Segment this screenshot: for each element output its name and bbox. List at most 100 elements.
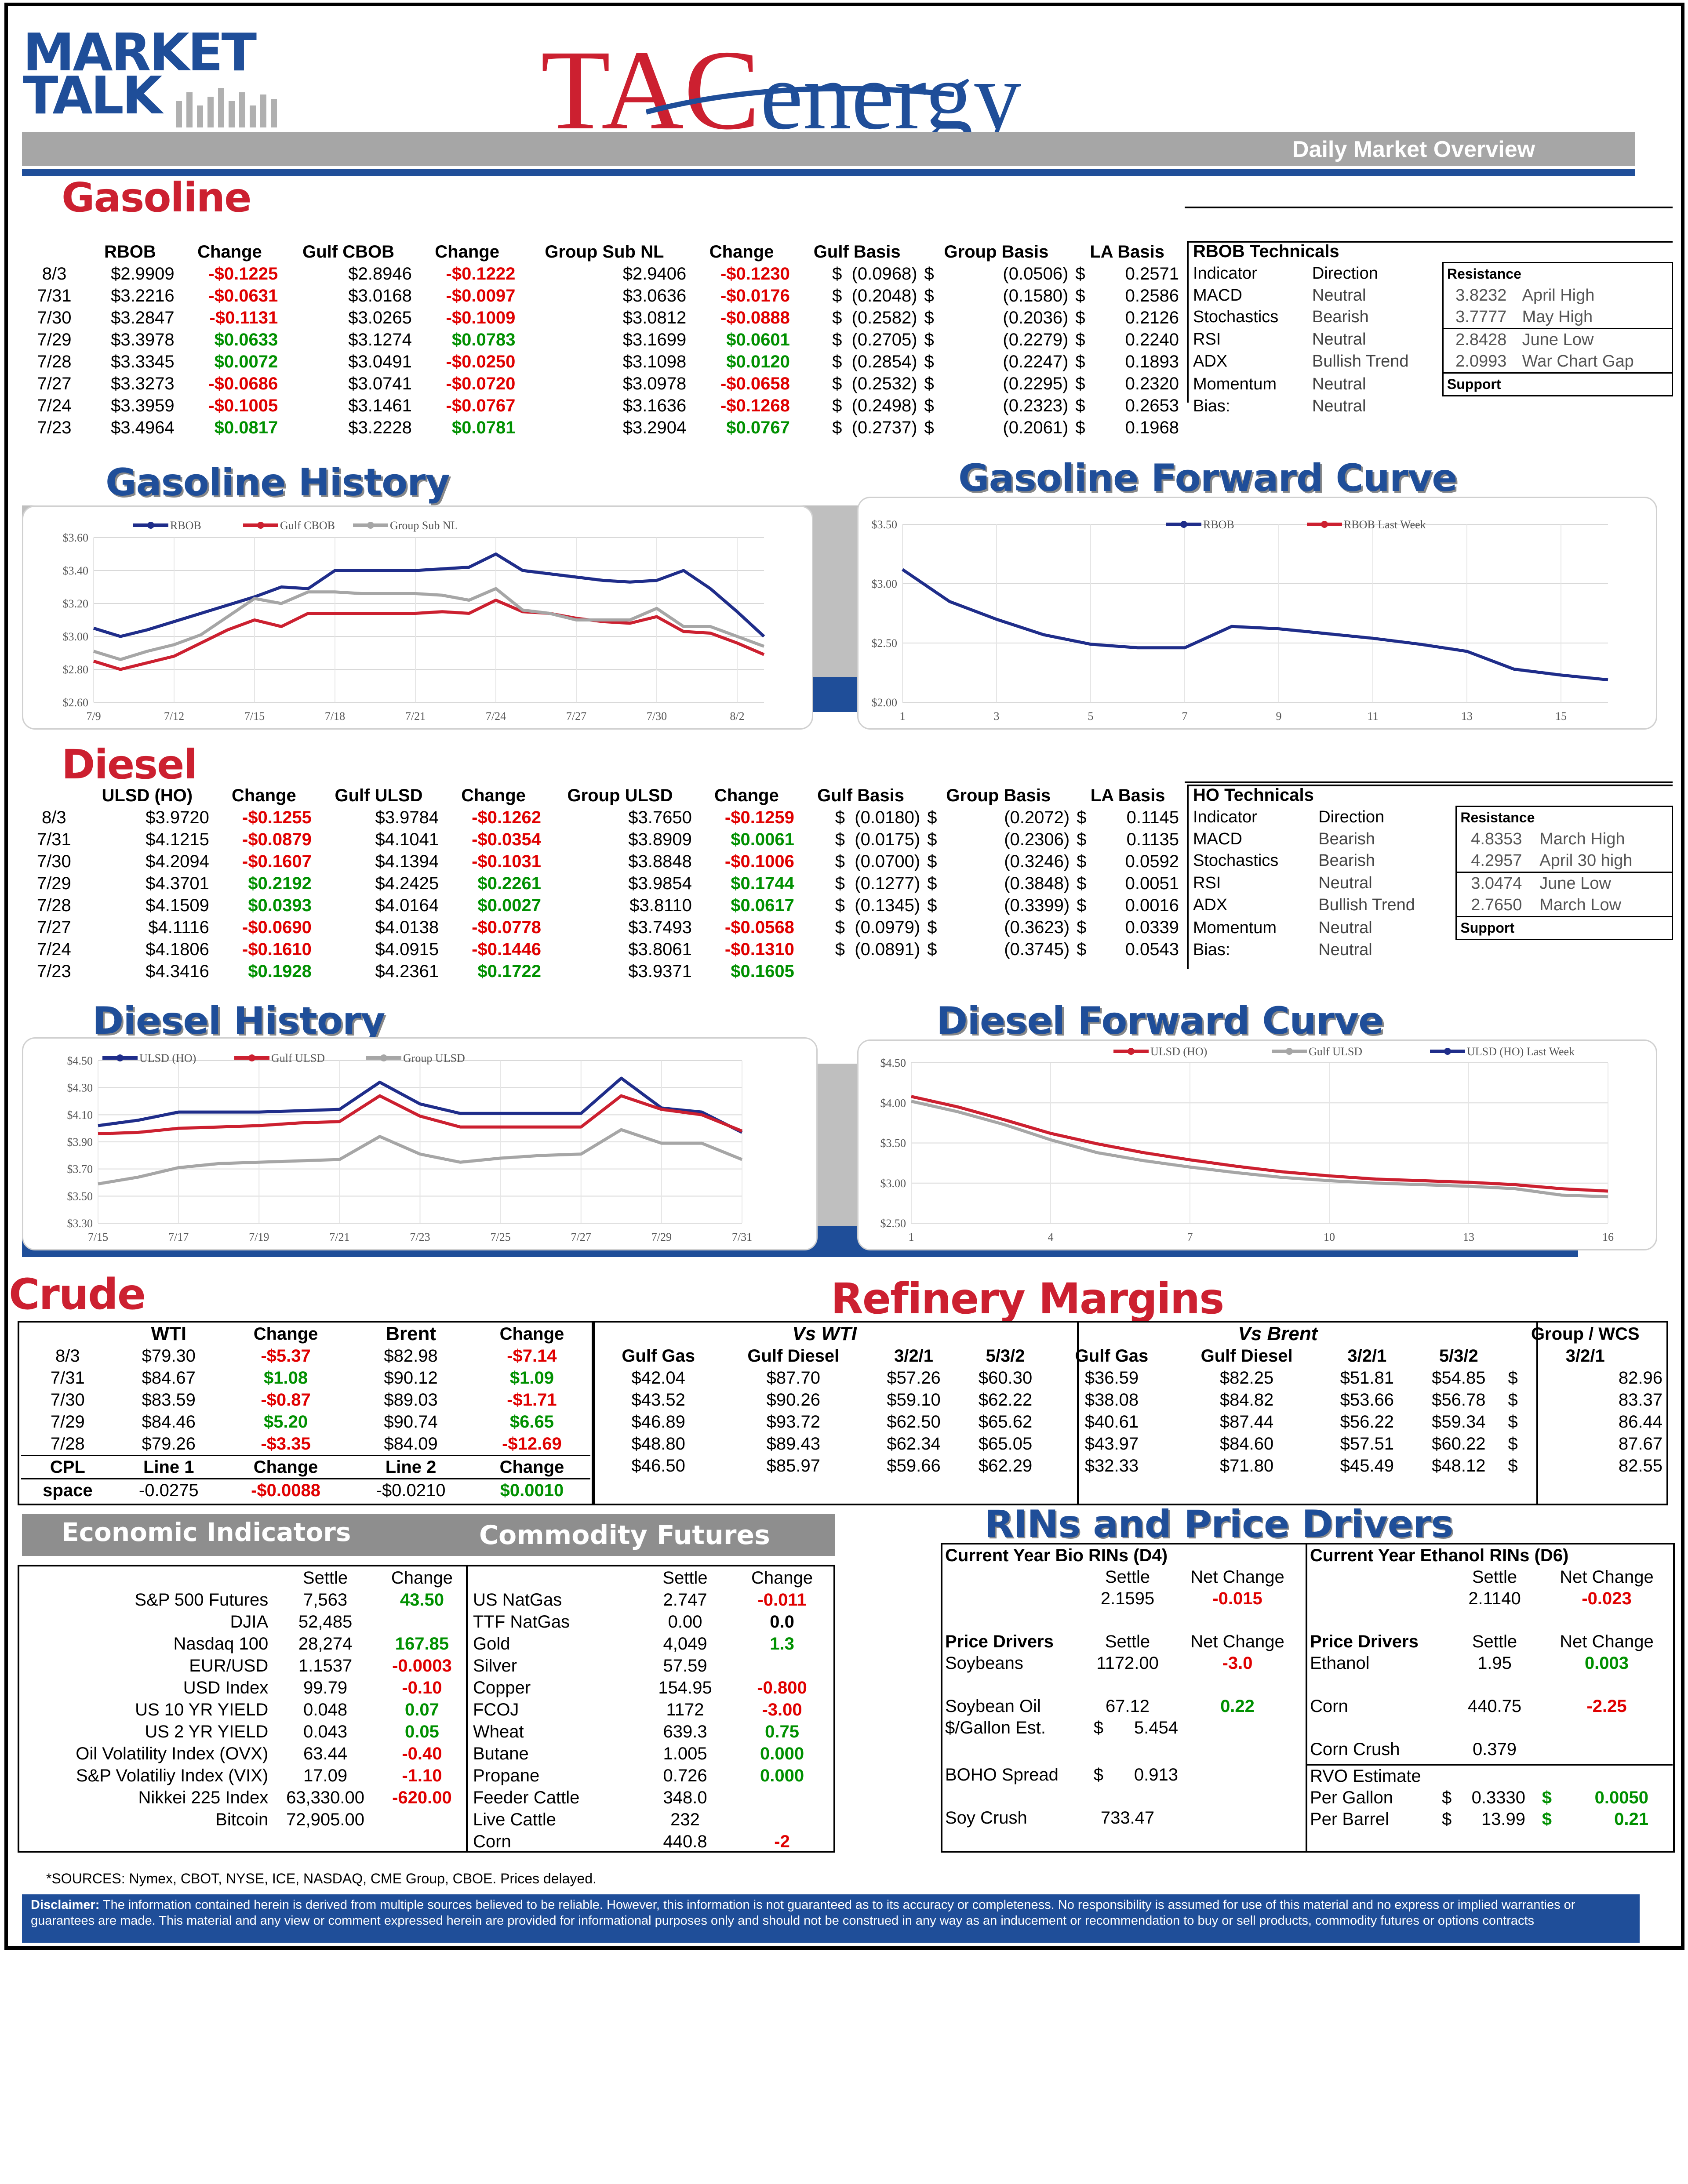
- level-label: April 30 high: [1536, 850, 1673, 873]
- la-basis-value: 0.1145: [1126, 808, 1179, 827]
- diesel-col-header: ULSD (HO): [102, 786, 193, 805]
- rbob-change: -$0.0631: [208, 286, 278, 305]
- table-row: 7/30 $3.2847 -$0.1131 $3.0265 -$0.1009 $3.081…: [26, 307, 1182, 329]
- la-basis-value: 0.0051: [1125, 874, 1179, 893]
- rins-row: Corn 440.75 -2.25: [1310, 1696, 1673, 1717]
- margin-value: $46.89: [631, 1412, 685, 1432]
- la-basis-value: 0.0543: [1125, 940, 1179, 959]
- indicator-name: EUR/USD: [189, 1656, 269, 1675]
- list-item: Live Cattle 232: [469, 1809, 833, 1831]
- x-tick-label: 7/9: [86, 710, 101, 723]
- energy-letters: energy: [760, 42, 1022, 149]
- settle-value: 52,485: [298, 1612, 353, 1632]
- gulf-basis: $ (0.1277): [835, 874, 920, 893]
- page-frame: [4, 3, 1684, 1950]
- level-label: March High: [1536, 828, 1673, 850]
- cpl-line1-change: -$0.0088: [251, 1481, 321, 1500]
- indicator-name: Stochastics: [1193, 308, 1279, 327]
- margin-value: $84.82: [1219, 1390, 1274, 1410]
- cbob-value: $3.0491: [348, 352, 412, 371]
- cpl-line1-value: -0.0275: [138, 1481, 199, 1500]
- y-tick-label: $3.00: [880, 1177, 906, 1190]
- la-basis-value: 0.0592: [1125, 852, 1179, 871]
- ho-value: $4.1509: [146, 896, 209, 915]
- indicator-name: Nasdaq 100: [173, 1634, 269, 1653]
- refinery-col-header: 5/3/2: [986, 1346, 1025, 1366]
- row-date: 7/30: [50, 1390, 85, 1410]
- gulf-basis: $ (0.2532): [832, 374, 917, 393]
- margin-value: $57.51: [1340, 1434, 1394, 1454]
- group-sub-change: -$0.1268: [720, 396, 790, 415]
- rins-row: Settle Net Change: [945, 1566, 1303, 1588]
- group-sub-value: $3.0978: [622, 374, 687, 393]
- indicator-direction: Neutral: [1318, 873, 1372, 892]
- rins-row: $/Gallon Est. $5.454: [945, 1717, 1303, 1739]
- settle-value: 0.043: [303, 1722, 348, 1741]
- indicator-direction: Neutral: [1312, 330, 1366, 349]
- legend-marker: [1286, 1048, 1293, 1055]
- brent-value: $90.12: [384, 1368, 438, 1388]
- legend-marker: [380, 1054, 387, 1061]
- direction-header: Direction: [1318, 807, 1385, 826]
- indicator-direction: Neutral: [1312, 374, 1366, 393]
- econ-table: Settle Change S&P 500 Futures 7,563 43.50 DJI…: [21, 1567, 465, 1831]
- indicator-name: FCOJ: [473, 1700, 519, 1719]
- refinery-title: Refinery Margins: [831, 1274, 1224, 1323]
- technicals-row: Stochastics Bearish 3.7777 May High: [1190, 306, 1673, 329]
- la-basis-value: 0.0339: [1125, 918, 1179, 937]
- group-ulsd-value: $3.8110: [629, 896, 692, 915]
- gulf-basis-value: (0.0979): [855, 918, 920, 937]
- gulf-basis: $ (0.2705): [832, 330, 917, 349]
- x-tick-label: 7/30: [647, 710, 667, 723]
- change-header: Change: [499, 1324, 564, 1344]
- y-tick-label: $3.20: [63, 597, 89, 610]
- x-tick-label: 7/17: [168, 1231, 189, 1243]
- indicator-name: S&P 500 Futures: [135, 1590, 269, 1610]
- group-ulsd-change: -$0.0568: [724, 918, 794, 937]
- rins-row: [1310, 1674, 1673, 1696]
- ho-change: -$0.1607: [242, 852, 312, 871]
- gulf-basis: $ (0.2737): [832, 418, 917, 437]
- gulf-basis-value: (0.0175): [855, 830, 920, 849]
- technicals-row: RSI Neutral 2.8428 June Low: [1190, 328, 1673, 351]
- group-wcs-header: Group / WCS: [1531, 1324, 1640, 1344]
- table-row: 7/27 $3.3273 -$0.0686 $3.0741 -$0.0720 $3.097…: [26, 373, 1182, 395]
- list-item: Gold 4,049 1.3: [469, 1633, 833, 1655]
- la-basis: $0.2320: [1075, 374, 1179, 393]
- brent-change: $1.09: [509, 1368, 554, 1388]
- group-basis-value: (0.2306): [1004, 830, 1070, 849]
- diesel-col-header: Group Basis: [946, 786, 1051, 805]
- group-basis: $ (0.2072): [927, 808, 1070, 827]
- indicator-name: Propane: [473, 1766, 540, 1785]
- row-date: 7/29: [36, 874, 71, 893]
- cbob-value: $3.0265: [348, 308, 412, 327]
- indicator-name: DJIA: [230, 1612, 269, 1632]
- level-label: June Low: [1518, 328, 1673, 351]
- diesel-col-header: Change: [232, 786, 296, 805]
- y-tick-label: $3.70: [67, 1163, 93, 1176]
- la-basis-value: 0.2571: [1125, 264, 1179, 283]
- margin-value: $59.66: [887, 1456, 941, 1475]
- indicator-name: Butane: [473, 1744, 529, 1763]
- margin-value: $45.49: [1340, 1456, 1394, 1475]
- diesel-col-header: Gulf ULSD: [335, 786, 423, 805]
- margin-value: $62.22: [978, 1390, 1033, 1410]
- cbob-change: -$0.0097: [446, 286, 516, 305]
- settle-value: 348.0: [663, 1788, 707, 1807]
- table-row: 8/3 $79.30 -$5.37 $82.98 -$7.14: [21, 1345, 590, 1367]
- margin-value: $87.70: [766, 1368, 820, 1388]
- rins-row: 2.1140 -0.023: [1310, 1588, 1673, 1610]
- change-value: 0.07: [405, 1700, 439, 1719]
- margin-value: $43.52: [631, 1390, 685, 1410]
- legend-label: ULSD (HO): [1150, 1045, 1207, 1058]
- gulf-basis-value: (0.2737): [851, 418, 917, 437]
- refinery-col-header: 3/2/1: [1347, 1346, 1387, 1366]
- x-tick-label: 7/21: [405, 710, 426, 723]
- refinery-col-header: Gulf Gas: [622, 1346, 695, 1366]
- cpl-line2-value: -$0.0210: [376, 1481, 446, 1500]
- wti-value: $84.67: [142, 1368, 196, 1388]
- la-basis: $0.2571: [1075, 264, 1179, 283]
- group-wcs-value: 83.37: [1618, 1390, 1663, 1410]
- y-tick-label: $3.60: [63, 531, 89, 544]
